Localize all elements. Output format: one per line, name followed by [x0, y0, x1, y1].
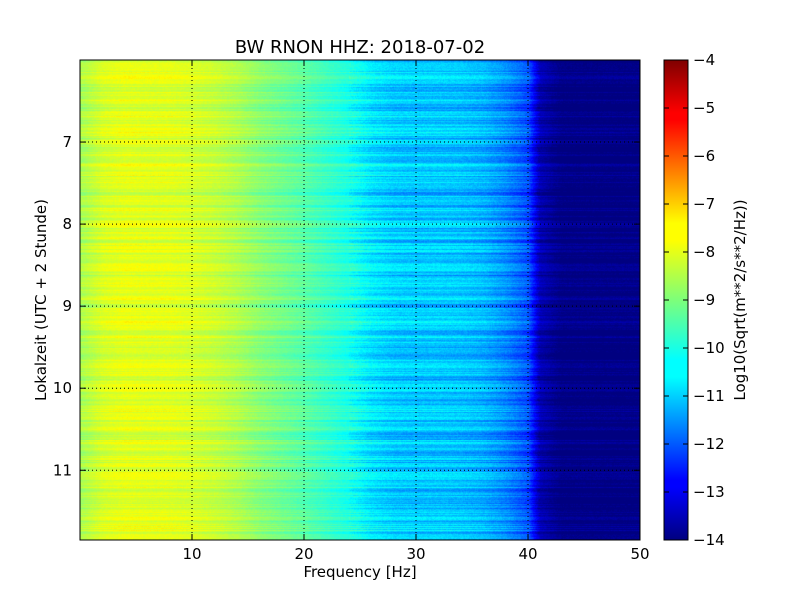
y-axis-ticks: 7 8 9 10 11	[53, 133, 640, 479]
colorbar-tick-label: −9	[693, 291, 715, 309]
x-axis-label: Frequency [Hz]	[303, 563, 416, 581]
colorbar-tick-label: −14	[693, 531, 725, 549]
x-tick-label: 20	[294, 545, 313, 563]
colorbar-tick-label: −13	[693, 483, 725, 501]
colorbar-tick-label: −6	[693, 147, 715, 165]
colorbar-tick-label: −8	[693, 243, 715, 261]
colorbar: −4 −5 −6 −7 −8 −9 −10 −11 −12 −13 −14 Log10(Sqrt(m…	[663, 51, 749, 549]
colorbar-label: Log10(Sqrt(m**2/s**2/Hz))	[731, 199, 749, 400]
colorbar-tick-label: −5	[693, 99, 715, 117]
y-axis-label: Lokalzeit (UTC + 2 Stunde)	[32, 199, 50, 401]
y-tick-label: 9	[62, 297, 72, 315]
x-tick-label: 30	[406, 545, 425, 563]
x-axis-ticks: 10 20 30 40 50	[182, 60, 650, 563]
colorbar-tick-label: −7	[693, 195, 715, 213]
colorbar-ticks: −4 −5 −6 −7 −8 −9 −10 −11 −12 −13 −14	[664, 51, 725, 549]
colorbar-tick-label: −10	[693, 339, 725, 357]
colorbar-tick-label: −11	[693, 387, 725, 405]
y-tick-label: 11	[53, 461, 72, 479]
spectrogram-image	[80, 60, 640, 540]
colorbar-tick-label: −4	[693, 51, 715, 69]
y-tick-label: 8	[62, 215, 72, 233]
colorbar-tick-label: −12	[693, 435, 725, 453]
x-tick-label: 40	[518, 545, 537, 563]
y-tick-label: 10	[53, 379, 72, 397]
y-tick-label: 7	[62, 133, 72, 151]
x-tick-label: 10	[182, 545, 201, 563]
plot-frame	[79, 59, 641, 541]
grid-lines	[80, 60, 640, 540]
heatmap-area	[80, 60, 640, 540]
x-tick-label: 50	[630, 545, 649, 563]
chart-title: BW RNON HHZ: 2018-07-02	[235, 37, 485, 58]
